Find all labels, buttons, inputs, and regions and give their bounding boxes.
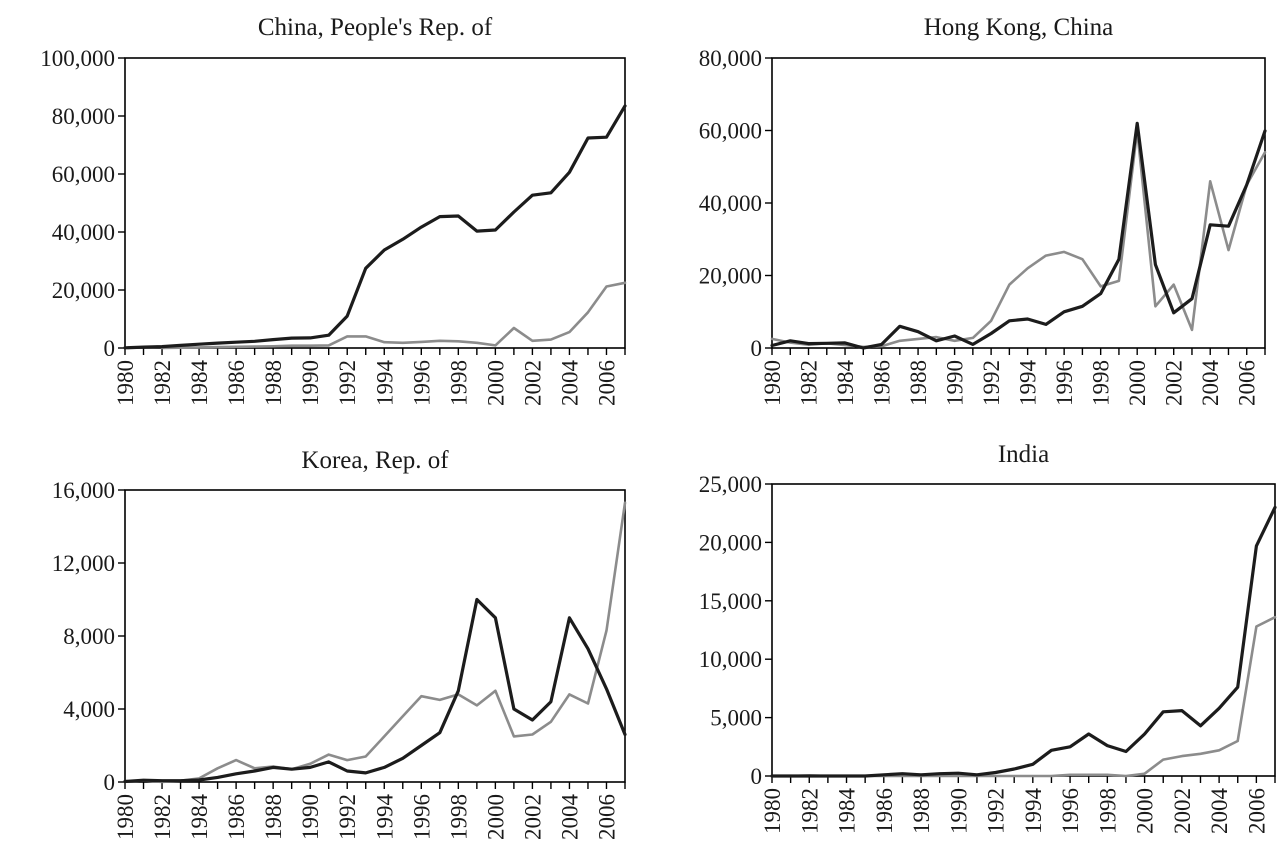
y-tick-label: 8,000 xyxy=(63,624,115,649)
x-tick-label: 1982 xyxy=(797,788,822,834)
x-tick-label: 2000 xyxy=(1125,360,1150,406)
y-tick-label: 16,000 xyxy=(52,478,115,503)
x-tick-label: 1990 xyxy=(298,360,323,406)
x-tick-label: 2002 xyxy=(520,360,545,406)
x-tick-label: 1996 xyxy=(409,794,434,840)
x-tick-label: 1996 xyxy=(1052,360,1077,406)
x-tick-label: 1984 xyxy=(187,360,212,407)
y-tick-label: 20,000 xyxy=(699,264,762,289)
x-tick-label: 1986 xyxy=(224,360,249,406)
x-tick-label: 1996 xyxy=(409,360,434,406)
y-tick-label: 25,000 xyxy=(699,472,762,497)
y-tick-label: 0 xyxy=(751,764,763,789)
x-tick-label: 2000 xyxy=(483,360,508,406)
x-tick-label: 1988 xyxy=(261,360,286,406)
plot-frame xyxy=(124,57,626,349)
x-tick-label: 2006 xyxy=(1244,788,1269,834)
x-tick-label: 1988 xyxy=(906,360,931,406)
x-tick-label: 1992 xyxy=(335,360,360,406)
x-tick-label: 1992 xyxy=(984,788,1009,834)
y-tick-label: 40,000 xyxy=(52,220,115,245)
y-tick-label: 0 xyxy=(751,336,763,361)
x-tick-label: 1998 xyxy=(1095,788,1120,834)
x-tick-label: 2002 xyxy=(520,794,545,840)
x-tick-label: 2006 xyxy=(594,794,619,840)
y-tick-label: 80,000 xyxy=(699,46,762,71)
y-tick-label: 12,000 xyxy=(52,551,115,576)
x-tick-label: 1992 xyxy=(335,794,360,840)
y-tick-label: 5,000 xyxy=(710,706,762,731)
chart-title: Hong Kong, China xyxy=(924,14,1114,41)
x-tick-label: 1986 xyxy=(870,360,895,406)
chart-title: India xyxy=(998,441,1049,468)
x-tick-label: 1984 xyxy=(187,794,212,841)
x-tick-label: 2000 xyxy=(1133,788,1158,834)
y-tick-label: 15,000 xyxy=(699,589,762,614)
y-tick-label: 0 xyxy=(104,336,116,361)
x-tick-label: 1990 xyxy=(943,360,968,406)
x-tick-label: 1996 xyxy=(1058,788,1083,834)
x-tick-label: 1986 xyxy=(224,794,249,840)
x-tick-label: 1988 xyxy=(261,794,286,840)
x-tick-label: 1994 xyxy=(1021,788,1046,835)
x-tick-label: 1998 xyxy=(446,360,471,406)
x-tick-label: 1994 xyxy=(372,794,397,841)
y-tick-label: 80,000 xyxy=(52,104,115,129)
x-tick-label: 1998 xyxy=(1089,360,1114,406)
y-tick-label: 4,000 xyxy=(63,697,115,722)
plot-frame xyxy=(124,489,626,783)
x-tick-label: 2004 xyxy=(557,794,582,841)
x-tick-label: 1994 xyxy=(372,360,397,407)
x-tick-label: 2000 xyxy=(483,794,508,840)
y-tick-label: 0 xyxy=(104,770,116,795)
series-line-light xyxy=(770,129,1267,349)
series-line-dark xyxy=(123,104,627,350)
series-line-light xyxy=(770,615,1277,778)
x-tick-label: 2006 xyxy=(1235,360,1260,406)
x-tick-label: 2006 xyxy=(594,360,619,406)
series-line-dark xyxy=(770,121,1267,350)
x-tick-label: 1980 xyxy=(760,360,785,406)
series-line-light xyxy=(123,501,627,784)
plot-frame xyxy=(771,483,1276,777)
x-tick-label: 1982 xyxy=(150,794,175,840)
x-tick-label: 1990 xyxy=(298,794,323,840)
y-tick-label: 20,000 xyxy=(699,530,762,555)
series-line-dark xyxy=(770,505,1277,778)
x-tick-label: 1980 xyxy=(760,788,785,834)
chart-title: China, People's Rep. of xyxy=(258,14,493,41)
y-tick-label: 40,000 xyxy=(699,191,762,216)
y-tick-label: 100,000 xyxy=(40,46,115,71)
x-tick-label: 2004 xyxy=(557,360,582,407)
series-line-dark xyxy=(123,597,627,784)
x-tick-label: 1982 xyxy=(797,360,822,406)
x-tick-label: 1984 xyxy=(833,360,858,407)
plot-frame xyxy=(771,57,1266,349)
x-tick-label: 1980 xyxy=(113,360,138,406)
x-tick-label: 1988 xyxy=(909,788,934,834)
x-tick-label: 1992 xyxy=(979,360,1004,406)
y-tick-label: 60,000 xyxy=(699,119,762,144)
x-tick-label: 1990 xyxy=(946,788,971,834)
x-tick-label: 1994 xyxy=(1016,360,1041,407)
x-tick-label: 1982 xyxy=(150,360,175,406)
x-tick-label: 2002 xyxy=(1162,360,1187,406)
x-tick-label: 2002 xyxy=(1170,788,1195,834)
x-tick-label: 1984 xyxy=(835,788,860,835)
y-tick-label: 20,000 xyxy=(52,278,115,303)
x-tick-label: 1980 xyxy=(113,794,138,840)
x-tick-label: 2004 xyxy=(1207,788,1232,835)
y-tick-label: 10,000 xyxy=(699,647,762,672)
x-tick-label: 2004 xyxy=(1198,360,1223,407)
series-line-light xyxy=(160,281,627,350)
x-tick-label: 1998 xyxy=(446,794,471,840)
y-tick-label: 60,000 xyxy=(52,162,115,187)
chart-title: Korea, Rep. of xyxy=(301,447,449,474)
x-tick-label: 1986 xyxy=(872,788,897,834)
